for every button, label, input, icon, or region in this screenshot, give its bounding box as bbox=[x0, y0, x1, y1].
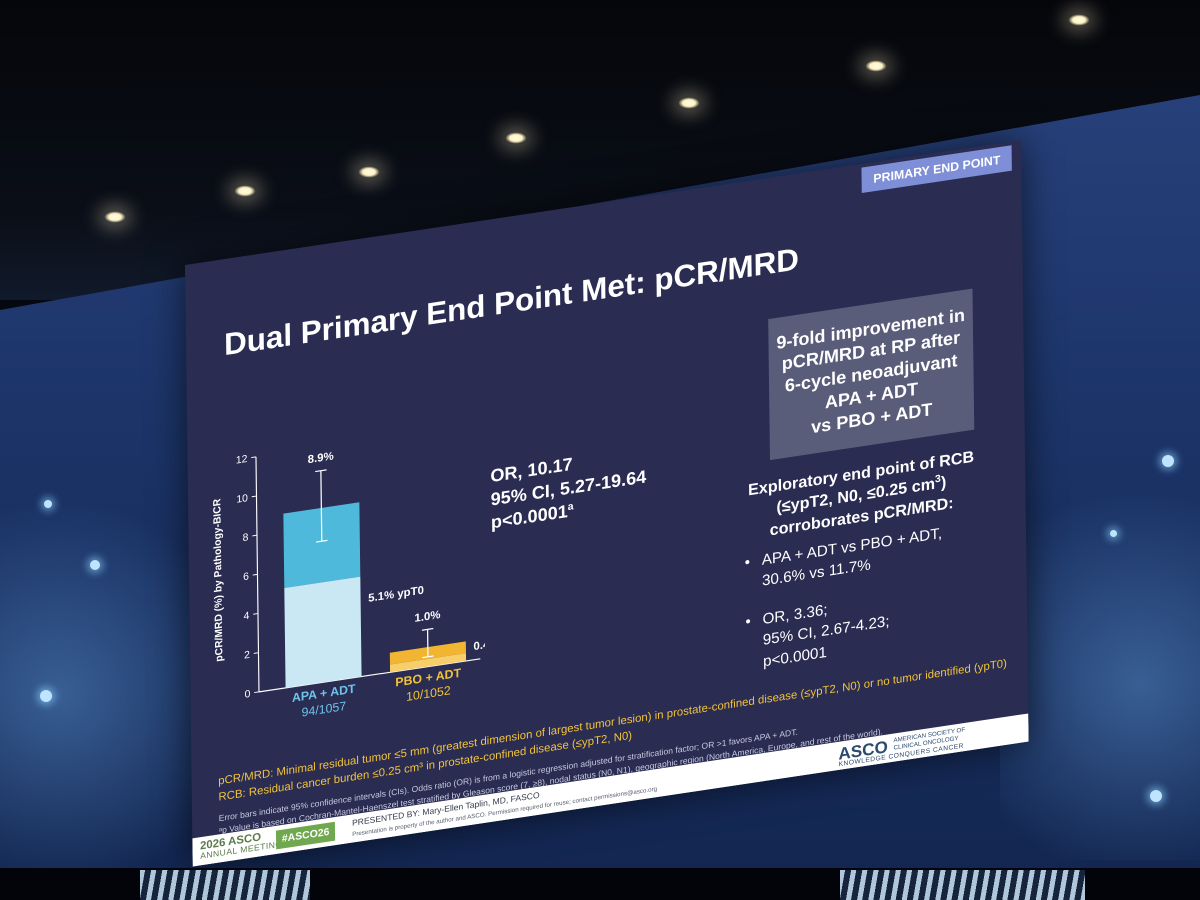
bar-segment-ypt0 bbox=[389, 653, 467, 673]
error-bar-cap bbox=[421, 627, 434, 631]
error-bar-cap bbox=[422, 655, 434, 659]
y-axis-line bbox=[255, 456, 260, 692]
network-decoration-right bbox=[1000, 420, 1200, 860]
ceiling-light bbox=[104, 211, 126, 223]
error-bar bbox=[320, 470, 323, 542]
slide-title: Dual Primary End Point Met: pCR/MRD bbox=[223, 241, 800, 362]
ceiling-light bbox=[234, 185, 256, 197]
error-bar-cap bbox=[316, 539, 328, 543]
y-tick bbox=[253, 652, 259, 654]
y-tick-label: 4 bbox=[244, 611, 250, 623]
category-sublabel: 10/1052 bbox=[406, 683, 451, 704]
bar-total-label: 8.9% bbox=[308, 450, 334, 466]
y-tick-label: 0 bbox=[245, 689, 251, 701]
y-tick bbox=[253, 613, 258, 615]
y-tick-label: 2 bbox=[244, 650, 250, 662]
stage-steps-right bbox=[840, 870, 1085, 900]
ceiling-light bbox=[1068, 14, 1090, 26]
y-tick-label: 8 bbox=[243, 532, 249, 544]
bar-ypt0-label: 0.4% ypT0 bbox=[473, 633, 485, 653]
y-tick bbox=[252, 534, 257, 537]
y-tick-label: 6 bbox=[243, 571, 249, 583]
y-tick bbox=[251, 456, 256, 459]
y-tick bbox=[252, 573, 258, 576]
category-sublabel: 94/1057 bbox=[302, 699, 347, 720]
ceiling-light bbox=[865, 60, 887, 72]
bar-segment-ypt0 bbox=[284, 576, 362, 688]
bullet-item: OR, 3.36; 95% CI, 2.67-4.23; p<0.0001 bbox=[741, 576, 989, 676]
ceiling-light bbox=[358, 166, 380, 178]
bar-segment-total bbox=[283, 502, 361, 589]
hashtag-badge: #ASCO26 bbox=[275, 821, 336, 850]
y-tick-label: 12 bbox=[236, 454, 248, 467]
y-tick-label: 10 bbox=[236, 493, 248, 506]
y-axis-label: pCR/MRD (%) by Pathology-BICR bbox=[212, 497, 225, 662]
stage-steps-left bbox=[140, 870, 310, 900]
ceiling-light bbox=[678, 97, 700, 109]
odds-ratio-stats: OR, 10.17 95% CI, 5.27-19.64 p<0.0001a bbox=[490, 443, 646, 536]
network-node bbox=[90, 560, 100, 570]
network-node bbox=[1162, 455, 1174, 467]
network-decoration-left bbox=[0, 430, 200, 870]
presentation-slide: PRIMARY END POINT Dual Primary End Point… bbox=[185, 140, 1029, 867]
callout-box: 9-fold improvement in pCR/MRD at RP afte… bbox=[768, 288, 975, 461]
bar-chart: pCR/MRD (%) by Pathology-BICR 0 2 4 6 8 10 12 8.… bbox=[212, 450, 486, 720]
y-tick bbox=[254, 691, 259, 694]
network-node bbox=[40, 690, 52, 702]
ceiling-light bbox=[505, 132, 527, 144]
network-node bbox=[1110, 530, 1117, 537]
y-tick bbox=[251, 495, 257, 498]
network-node bbox=[44, 500, 52, 508]
network-node bbox=[1150, 790, 1162, 802]
bar-total-label: 1.0% bbox=[414, 609, 440, 625]
error-bar-cap bbox=[315, 469, 327, 473]
bar-ypt0-label: 5.1% ypT0 bbox=[368, 585, 424, 605]
